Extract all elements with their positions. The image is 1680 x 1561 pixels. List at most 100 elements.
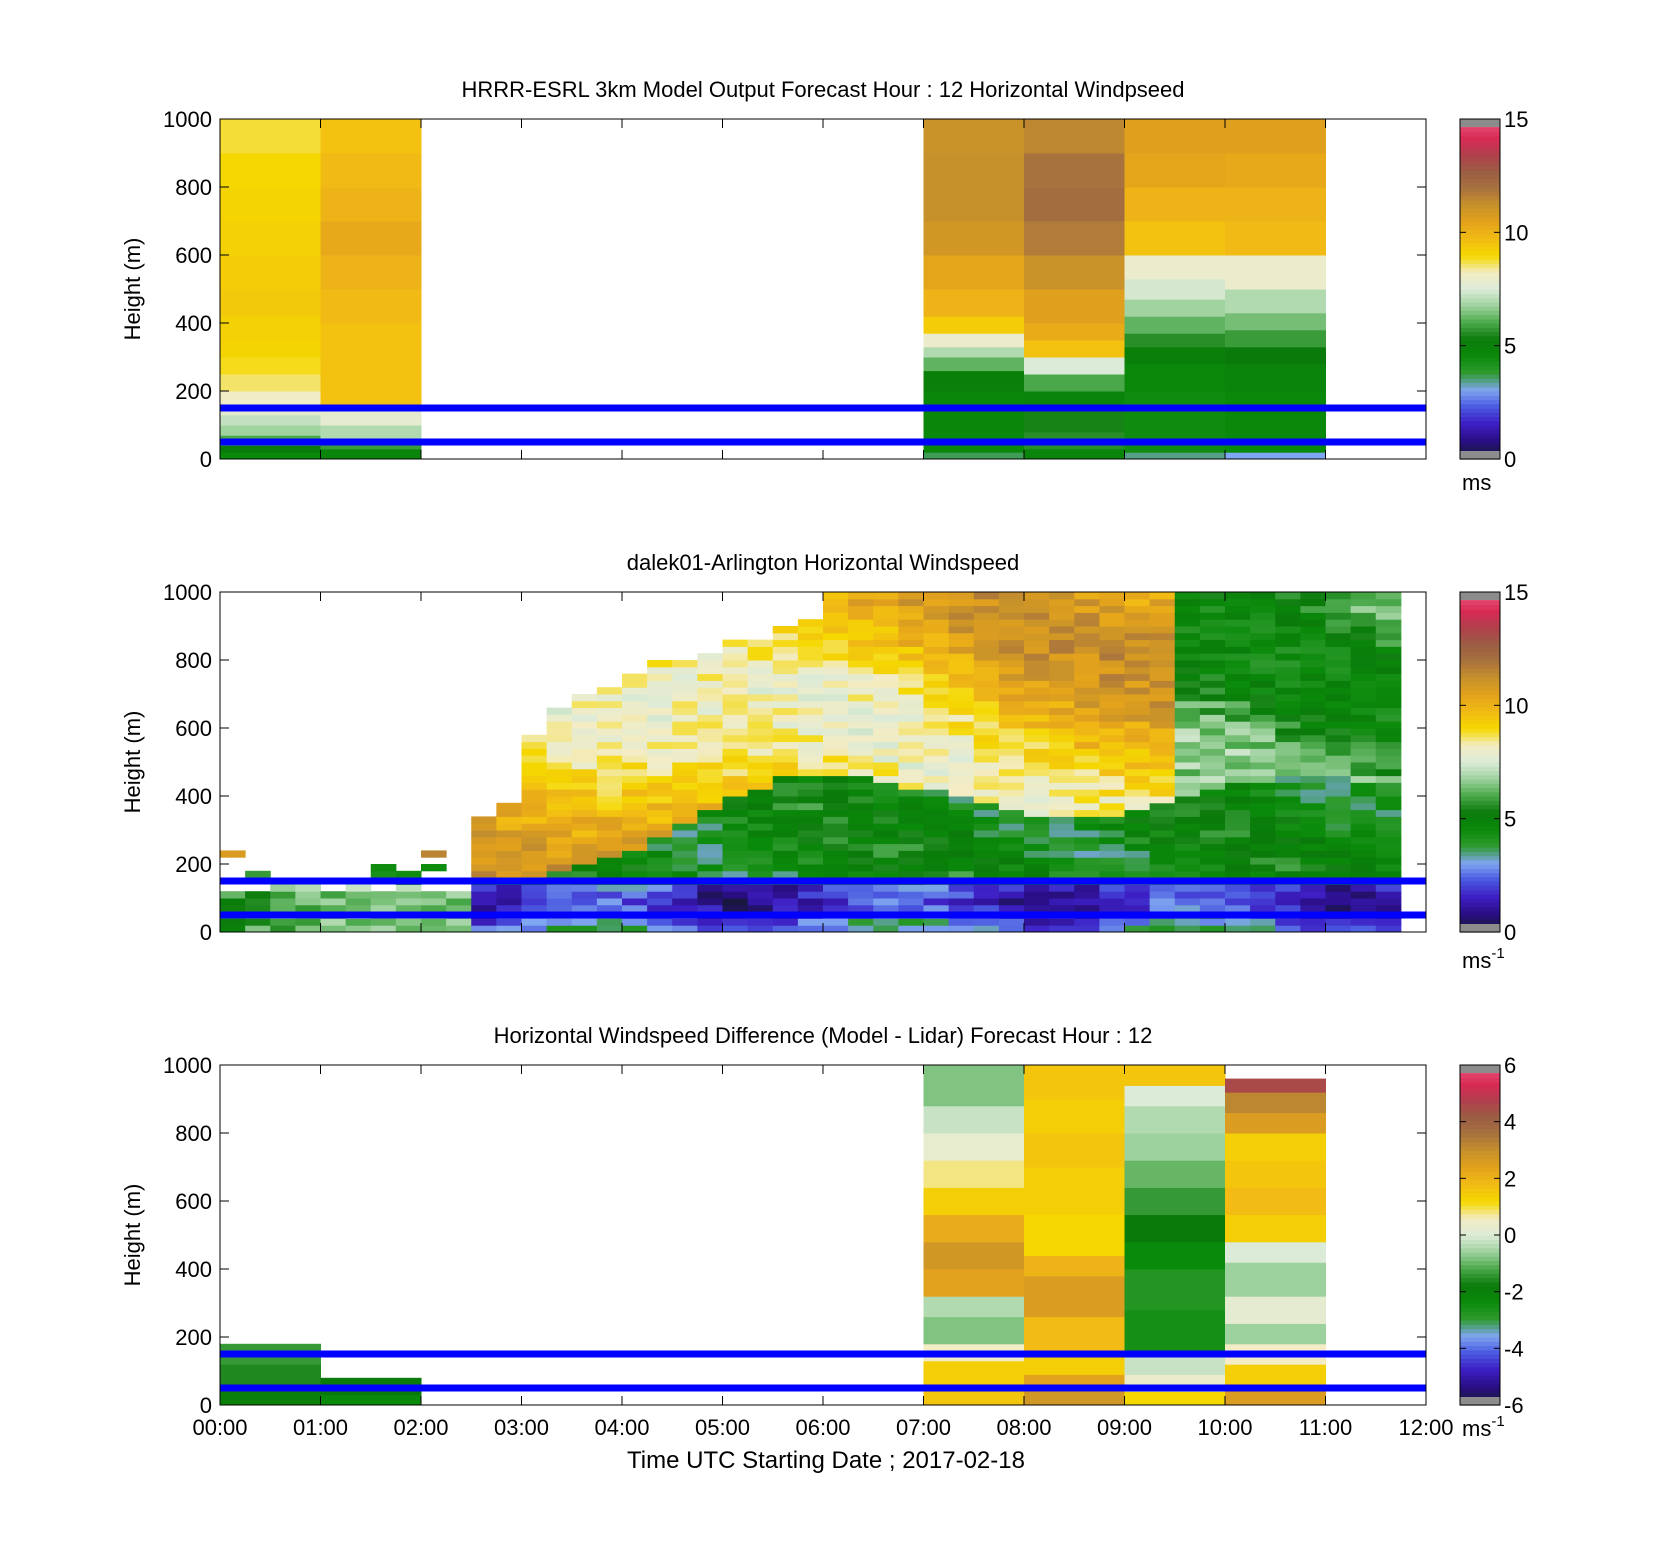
heatmap-cell — [1300, 830, 1326, 838]
heatmap-cell — [1350, 925, 1377, 932]
colorbar-step — [1460, 1205, 1500, 1211]
heatmap-cell — [1375, 707, 1402, 715]
heatmap-cell — [948, 891, 975, 899]
heatmap-cell — [923, 925, 950, 932]
heatmap-cell — [823, 796, 849, 804]
heatmap-cell — [772, 809, 799, 817]
heatmap-cell — [848, 823, 874, 831]
heatmap-cell — [848, 728, 874, 736]
heatmap-cell — [797, 680, 824, 688]
heatmap-cell — [697, 673, 723, 681]
heatmap-cell — [496, 891, 522, 899]
heatmap-cell — [998, 707, 1025, 715]
heatmap-cell — [923, 830, 950, 838]
heatmap-cell — [823, 870, 849, 879]
heatmap-cell — [898, 925, 924, 932]
heatmap-cell — [1375, 755, 1402, 763]
heatmap-cell — [1149, 918, 1176, 926]
heatmap-cell — [1049, 612, 1075, 620]
colorbar-step — [1460, 600, 1500, 606]
heatmap-cell — [823, 680, 849, 688]
heatmap-cell — [1325, 762, 1352, 770]
colorbar-step — [1460, 779, 1500, 784]
heatmap-cell — [747, 653, 774, 661]
heatmap-cell — [1049, 918, 1075, 926]
heatmap-cell — [1099, 660, 1125, 668]
colorbar-step — [1460, 1273, 1500, 1279]
heatmap-cell — [295, 904, 321, 913]
heatmap-cell — [1099, 802, 1125, 811]
heatmap-cell — [923, 734, 950, 743]
heatmap-cell — [1250, 598, 1276, 607]
heatmap-cell — [898, 864, 924, 872]
heatmap-cell — [220, 255, 321, 290]
heatmap-cell — [1024, 639, 1050, 647]
heatmap-cell — [647, 721, 673, 729]
heatmap-cell — [1099, 898, 1125, 906]
heatmap-cell — [571, 918, 598, 926]
heatmap-cell — [1300, 714, 1326, 722]
heatmap-cell — [1225, 850, 1251, 858]
heatmap-cell — [722, 639, 749, 647]
heatmap-cell — [1099, 728, 1125, 736]
heatmap-cell — [848, 891, 874, 899]
heatmap-cell — [1300, 904, 1326, 913]
heatmap-cell — [1199, 660, 1226, 668]
heatmap-cell — [521, 857, 548, 865]
heatmap-cell — [1024, 721, 1050, 729]
heatmap-cell — [345, 918, 372, 926]
heatmap-cell — [1250, 673, 1276, 681]
heatmap-cell — [622, 864, 648, 872]
heatmap-cell — [1350, 748, 1377, 756]
heatmap-cell — [1149, 632, 1176, 641]
heatmap-cell — [697, 918, 723, 926]
heatmap-cell — [923, 221, 1025, 256]
heatmap-cell — [496, 850, 522, 858]
heatmap-cell — [1074, 660, 1100, 668]
heatmap-cell — [1225, 1160, 1326, 1188]
heatmap-cell — [823, 721, 849, 729]
heatmap-cell — [1350, 864, 1377, 872]
heatmap-cell — [546, 721, 573, 729]
heatmap-cell — [1275, 802, 1301, 811]
heatmap-cell — [1099, 816, 1125, 824]
heatmap-cell — [1325, 864, 1352, 872]
heatmap-cell — [1250, 918, 1276, 926]
heatmap-cell — [521, 782, 548, 790]
heatmap-cell — [1124, 1391, 1226, 1405]
heatmap-cell — [848, 782, 874, 790]
heatmap-cell — [320, 891, 347, 899]
heatmap-cell — [697, 836, 723, 845]
colorbar-step — [1460, 238, 1500, 243]
heatmap-cell — [1149, 925, 1176, 932]
heatmap-cell — [848, 694, 874, 702]
heatmap-cell — [848, 700, 874, 709]
heatmap-cell — [948, 660, 975, 668]
heatmap-cell — [320, 918, 347, 926]
heatmap-cell — [647, 823, 673, 831]
heatmap-cell — [1225, 734, 1251, 743]
heatmap-cell — [873, 775, 899, 783]
heatmap-cell — [622, 789, 648, 797]
heatmap-cell — [823, 898, 849, 906]
heatmap-cell — [220, 357, 321, 375]
heatmap-cell — [948, 626, 975, 634]
heatmap-cell — [320, 925, 347, 932]
heatmap-cell — [898, 619, 924, 627]
heatmap-cell — [1350, 632, 1377, 641]
heatmap-cell — [797, 775, 824, 783]
heatmap-cell — [823, 605, 849, 613]
heatmap-cell — [672, 850, 698, 858]
heatmap-cell — [923, 255, 1025, 290]
colorbar-step — [1460, 391, 1500, 396]
heatmap-cell — [873, 639, 899, 647]
heatmap-cell — [1099, 592, 1125, 600]
heatmap-cell — [998, 639, 1025, 647]
heatmap-cell — [622, 714, 648, 722]
colorbar-tick-label: 5 — [1504, 807, 1516, 832]
heatmap-cell — [1375, 598, 1402, 607]
heatmap-cell — [1099, 857, 1125, 865]
heatmap-cell — [1124, 687, 1151, 695]
heatmap-cell — [1275, 918, 1301, 926]
